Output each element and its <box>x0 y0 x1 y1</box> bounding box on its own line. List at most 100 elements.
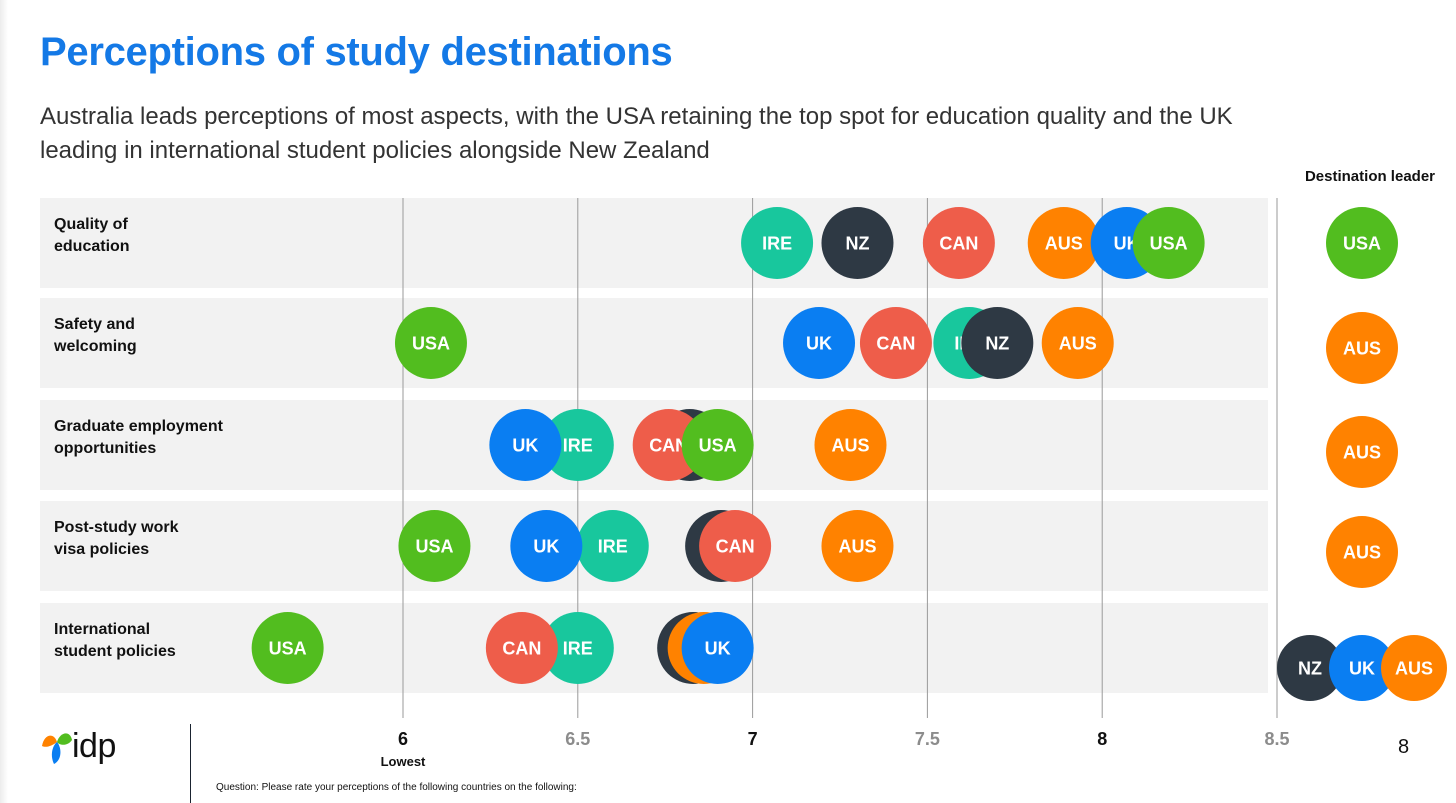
row-band-4 <box>40 501 1268 591</box>
leader-nz-row-5-label: NZ <box>1298 658 1322 678</box>
marker-ire-row-1: IRE <box>741 207 814 279</box>
marker-uk-row-4-label: UK <box>533 536 559 556</box>
page-title: Perceptions of study destinations <box>40 30 673 74</box>
x-tick-label-7: 7 <box>748 729 758 749</box>
leader-aus-row-5: AUS <box>1381 635 1447 701</box>
page-number: 8 <box>1398 736 1410 758</box>
destination-leader-markers: USA AUS AUS AUS NZ UK AUS <box>1277 207 1447 701</box>
marker-can-row-2: CAN <box>859 307 932 379</box>
marker-ire-row-4-circle <box>576 510 649 582</box>
marker-usa-row-4-circle <box>398 510 471 582</box>
category-label-1: Quality of education <box>54 216 130 255</box>
marker-usa-row-2-circle <box>394 307 467 379</box>
marker-aus-row-4: AUS <box>821 510 894 582</box>
marker-aus-row-2-circle <box>1041 307 1114 379</box>
marker-usa-row-1: USA <box>1132 207 1205 279</box>
x-tick-label-8-5: 8.5 <box>1264 729 1289 749</box>
leader-usa-row-1-label: USA <box>1343 233 1381 253</box>
marker-ire-row-1-label: IRE <box>762 233 792 253</box>
category-label-2: Safety and welcoming <box>53 316 137 355</box>
marker-usa-row-4-label: USA <box>415 536 453 556</box>
x-tick-label-8: 8 <box>1097 729 1107 749</box>
marker-usa-row-3-circle <box>681 409 754 481</box>
leader-uk-row-5-circle <box>1329 635 1395 701</box>
marker-nz-row-2-label: NZ <box>985 333 1009 353</box>
category-label-5: International student policies <box>54 621 176 660</box>
left-edge-shadow <box>0 0 8 803</box>
leader-uk-row-5-label: UK <box>1349 658 1375 678</box>
leader-uk-row-5: UK <box>1329 635 1395 701</box>
marker-can-row-2-label: CAN <box>876 333 915 353</box>
marker-ire-row-4: IRE <box>576 510 649 582</box>
marker-usa-row-5-label: USA <box>269 638 307 658</box>
marker-uk-row-4: UK <box>510 510 583 582</box>
marker-ire-row-5-label: IRE <box>563 638 593 658</box>
marker-aus-row-3-circle <box>814 409 887 481</box>
category-labels: Quality of education Safety and welcoming Gr… <box>53 216 224 660</box>
leader-aus-row-5-label: AUS <box>1395 658 1433 678</box>
marker-ire-row-3: IRE <box>541 409 614 481</box>
marker-can-row-1-circle <box>922 207 995 279</box>
marker-usa-row-2: USA <box>394 307 467 379</box>
marker-usa-row-3: USA <box>681 409 754 481</box>
marker-aus-row-4-label: AUS <box>838 536 876 556</box>
marker-nz-row-2: NZ <box>961 307 1034 379</box>
leader-usa-row-1-circle <box>1326 207 1398 279</box>
leader-aus-row-4: AUS <box>1326 516 1398 588</box>
category-label-3: Graduate employment opportunities <box>54 418 224 457</box>
leader-aus-row-5-circle <box>1381 635 1447 701</box>
leader-aus-row-2-circle <box>1326 312 1398 384</box>
leader-aus-row-2: AUS <box>1326 312 1398 384</box>
marker-ire-row-3-label: IRE <box>563 435 593 455</box>
x-tick-label-7-5: 7.5 <box>915 729 940 749</box>
question-footnote: Question: Please rate your perceptions o… <box>216 782 577 793</box>
marker-uk-row-5-circle <box>681 612 754 684</box>
marker-nz-row-2-circle <box>961 307 1034 379</box>
marker-can-row-4: CAN <box>699 510 772 582</box>
marker-nz-row-1: NZ <box>821 207 894 279</box>
marker-usa-row-1-circle <box>1132 207 1205 279</box>
x-tick-label-6: 6 <box>398 729 408 749</box>
marker-uk-row-3: UK <box>489 409 562 481</box>
leader-aus-row-2-label: AUS <box>1343 338 1381 358</box>
marker-aus-row-2: AUS <box>1041 307 1114 379</box>
marker-uk-row-2-label: UK <box>806 333 832 353</box>
destination-leader-heading: Destination leader <box>1304 168 1436 185</box>
marker-ire-row-1-circle <box>741 207 814 279</box>
row-band-5 <box>40 603 1268 693</box>
grid-lines <box>402 198 1278 718</box>
country-markers: IREIREIREIREIRENZNZNZNZNZCANCANCANCANCAN… <box>251 207 1205 684</box>
marker-uk-row-3-label: UK <box>512 435 538 455</box>
page-subtitle: Australia leads perceptions of most aspe… <box>40 103 1233 164</box>
marker-usa-row-5-circle <box>251 612 324 684</box>
marker-aus-row-1-label: AUS <box>1045 233 1083 253</box>
marker-aus-row-1-circle <box>1027 207 1100 279</box>
leader-aus-row-4-circle <box>1326 516 1398 588</box>
leader-aus-row-3-label: AUS <box>1343 442 1381 462</box>
leader-nz-row-5-circle <box>1277 635 1343 701</box>
idp-logo-icon <box>42 733 72 764</box>
x-tick-label-6-5: 6.5 <box>565 729 590 749</box>
x-tick-sublabel-lowest: Lowest <box>381 754 426 769</box>
marker-uk-row-4-circle <box>510 510 583 582</box>
marker-uk-row-5-label: UK <box>705 638 731 658</box>
marker-aus-row-1: AUS <box>1027 207 1100 279</box>
marker-can-row-5-label: CAN <box>502 638 541 658</box>
idp-logo-text: idp <box>72 727 116 765</box>
leader-aus-row-3-circle <box>1326 416 1398 488</box>
marker-can-row-4-label: CAN <box>716 536 755 556</box>
marker-usa-row-5: USA <box>251 612 324 684</box>
idp-logo: idp <box>40 726 140 768</box>
marker-ire-row-5: IRE <box>541 612 614 684</box>
marker-can-row-1-label: CAN <box>939 233 978 253</box>
marker-uk-row-2: UK <box>783 307 856 379</box>
marker-usa-row-4: USA <box>398 510 471 582</box>
marker-can-row-5-circle <box>485 612 558 684</box>
leader-aus-row-3: AUS <box>1326 416 1398 488</box>
marker-aus-row-4-circle <box>821 510 894 582</box>
marker-ire-row-5-circle <box>541 612 614 684</box>
marker-can-row-1: CAN <box>922 207 995 279</box>
leader-aus-row-4-label: AUS <box>1343 542 1381 562</box>
marker-uk-row-2-circle <box>783 307 856 379</box>
